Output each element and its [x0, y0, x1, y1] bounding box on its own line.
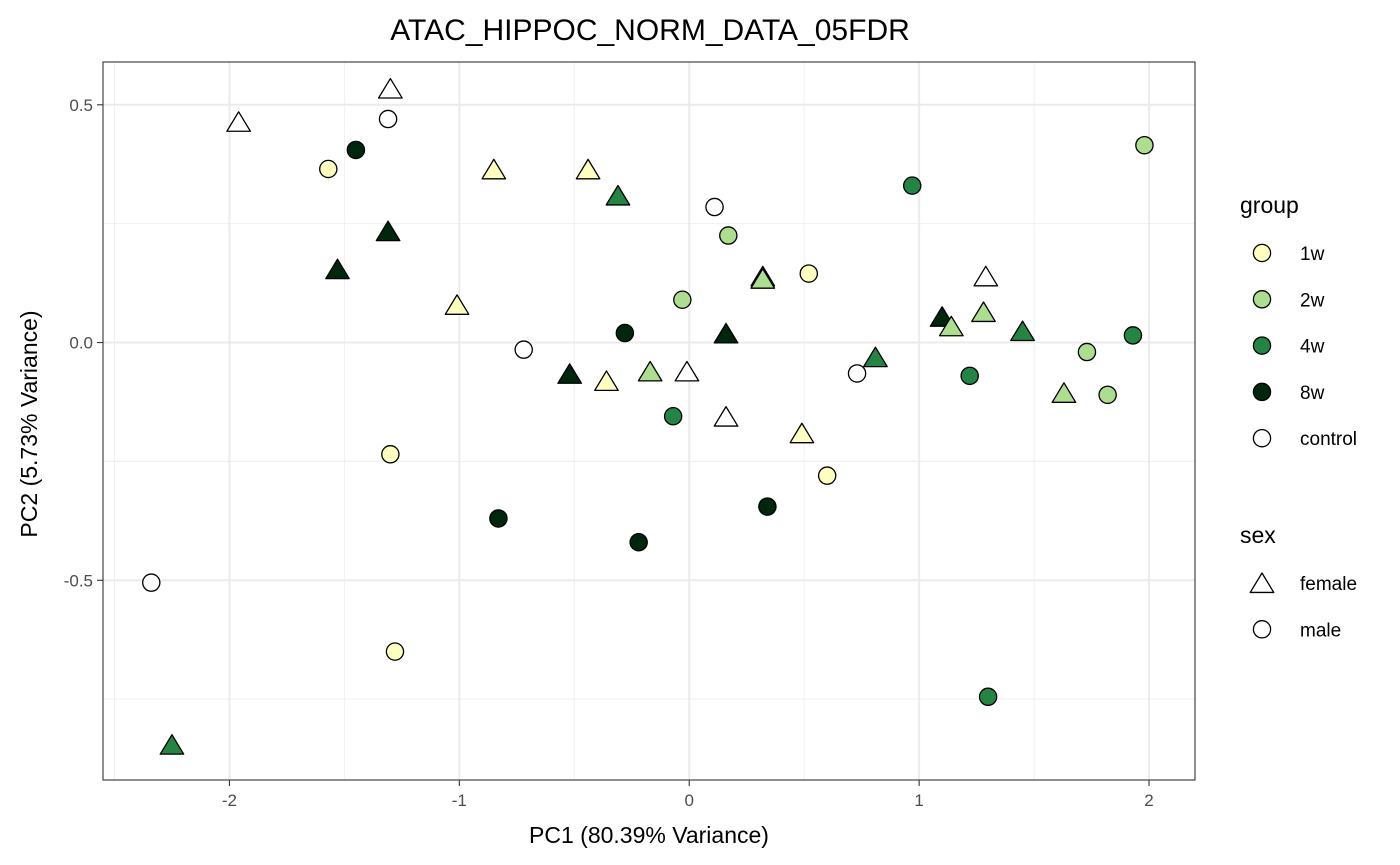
data-point-8w-male	[346, 140, 366, 160]
legend-title-sex: sex	[1240, 522, 1276, 548]
legend-key-4w	[1252, 336, 1272, 355]
legend-label-1w: 1w	[1300, 244, 1325, 265]
data-point-8w-female	[325, 258, 350, 280]
data-point-2w-male	[1077, 342, 1097, 362]
y-tick-label: 0.0	[69, 334, 93, 353]
data-point-8w-female	[713, 322, 739, 344]
chart-title: ATAC_HIPPOC_NORM_DATA_05FDR	[390, 14, 910, 47]
legend-key-female	[1249, 572, 1275, 594]
data-point-1w-female	[481, 158, 507, 180]
data-point-control-female	[973, 265, 999, 287]
data-point-1w-female	[575, 158, 601, 180]
legend-key-2w	[1252, 290, 1272, 309]
data-point-2w-female	[750, 268, 776, 289]
x-tick-label: 2	[1144, 791, 1153, 810]
data-point-4w-male	[1123, 326, 1143, 345]
data-point-control-male	[378, 109, 398, 129]
x-tick-label: -1	[452, 791, 467, 810]
data-point-2w-male	[719, 226, 738, 245]
data-point-2w-female	[938, 315, 964, 337]
x-axis: -2 -1 0 1 2	[222, 780, 1154, 810]
data-point-8w-male	[758, 497, 777, 516]
data-point-2w-female	[971, 301, 996, 323]
data-point-1w-male	[319, 159, 338, 179]
legend-label-2w: 2w	[1300, 290, 1325, 311]
legend-label-4w: 4w	[1300, 337, 1325, 358]
data-point-4w-male	[978, 687, 998, 707]
y-tick-label: -0.5	[64, 571, 93, 590]
data-point-4w-female	[863, 346, 888, 368]
data-point-8w-male	[629, 533, 648, 552]
data-point-4w-male	[902, 176, 922, 195]
data-point-control-female	[674, 360, 700, 382]
grid-lines	[103, 62, 1195, 780]
data-point-2w-male	[1135, 135, 1154, 155]
data-point-2w-male	[673, 290, 692, 309]
data-point-control-male	[142, 573, 161, 592]
data-point-8w-female	[375, 220, 401, 242]
data-point-1w-male	[385, 642, 405, 661]
legend-key-male	[1252, 620, 1272, 639]
data-point-control-female	[713, 405, 739, 427]
data-point-control-male	[514, 340, 533, 359]
data-point-1w-male	[817, 466, 837, 485]
legend: group 1w 2w 4w 8w control sex female male	[1240, 192, 1357, 641]
data-point-2w-female	[1051, 382, 1077, 403]
legend-label-control: control	[1300, 429, 1357, 450]
data-point-8w-male	[489, 509, 508, 528]
x-tick-label: 1	[914, 791, 923, 810]
y-axis-title: PC2 (5.73% Variance)	[16, 310, 42, 537]
legend-label-male: male	[1300, 620, 1341, 641]
data-point-8w-male	[615, 323, 635, 343]
data-point-1w-male	[381, 445, 400, 464]
legend-key-8w	[1252, 382, 1272, 402]
data-point-8w-female	[557, 363, 583, 384]
data-point-control-male	[705, 197, 724, 217]
data-point-4w-male	[663, 406, 683, 426]
data-points	[142, 77, 1154, 755]
y-axis: -0.5 0.0 0.5	[64, 96, 103, 590]
x-tick-label: 0	[684, 791, 693, 810]
legend-key-1w	[1252, 243, 1272, 263]
data-point-1w-female	[444, 294, 470, 315]
data-point-1w-female	[789, 422, 815, 444]
panel-border	[102, 61, 1196, 781]
data-point-4w-female	[1010, 320, 1035, 342]
data-point-1w-female	[594, 370, 619, 392]
y-tick-label: 0.5	[69, 96, 93, 115]
data-point-control-female	[226, 111, 252, 132]
legend-title-group: group	[1240, 192, 1299, 218]
legend-label-8w: 8w	[1300, 383, 1325, 404]
data-point-control-female	[377, 77, 403, 99]
data-point-2w-female	[637, 360, 663, 382]
data-point-1w-male	[799, 264, 819, 283]
x-tick-label: -2	[222, 791, 237, 810]
legend-key-control	[1252, 428, 1272, 448]
data-point-4w-female	[159, 734, 185, 755]
legend-label-female: female	[1300, 574, 1357, 595]
data-point-4w-male	[960, 366, 979, 386]
data-point-4w-female	[605, 184, 631, 206]
data-point-2w-male	[1098, 385, 1117, 405]
data-point-control-male	[847, 364, 867, 383]
x-axis-title: PC1 (80.39% Variance)	[529, 822, 769, 848]
